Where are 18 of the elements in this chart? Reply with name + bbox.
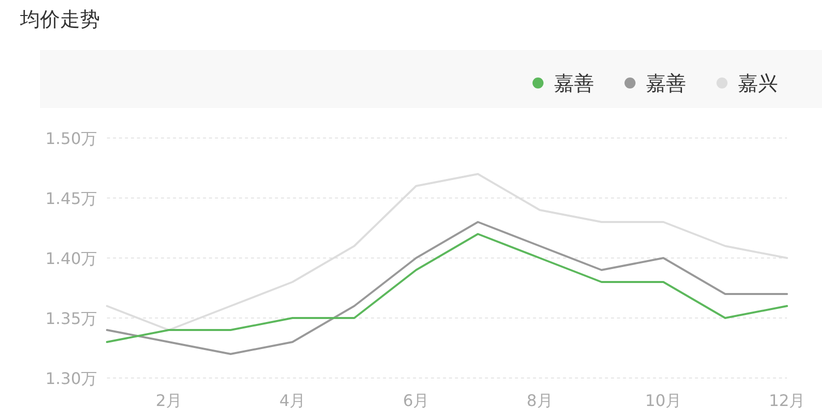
line-series <box>106 233 788 343</box>
x-tick-label: 4月 <box>279 391 306 410</box>
line-series <box>106 221 788 355</box>
x-tick-label: 12月 <box>768 391 806 410</box>
x-tick-label: 8月 <box>526 391 553 410</box>
chart-title: 均价走势 <box>19 7 100 31</box>
x-tick-label: 6月 <box>402 391 430 410</box>
y-tick-label: 1.35万 <box>45 309 97 328</box>
line-series <box>106 173 788 331</box>
x-tick-label: 10月 <box>645 391 682 410</box>
legend-label: 嘉善 <box>646 71 686 95</box>
y-tick-label: 1.50万 <box>45 129 97 148</box>
legend-label: 嘉善 <box>554 71 594 95</box>
x-tick-label: 2月 <box>156 391 182 410</box>
y-tick-label: 1.30万 <box>45 369 97 388</box>
y-tick-label: 1.40万 <box>45 249 97 268</box>
legend-label: 嘉兴 <box>738 71 778 95</box>
y-tick-label: 1.45万 <box>45 189 97 208</box>
